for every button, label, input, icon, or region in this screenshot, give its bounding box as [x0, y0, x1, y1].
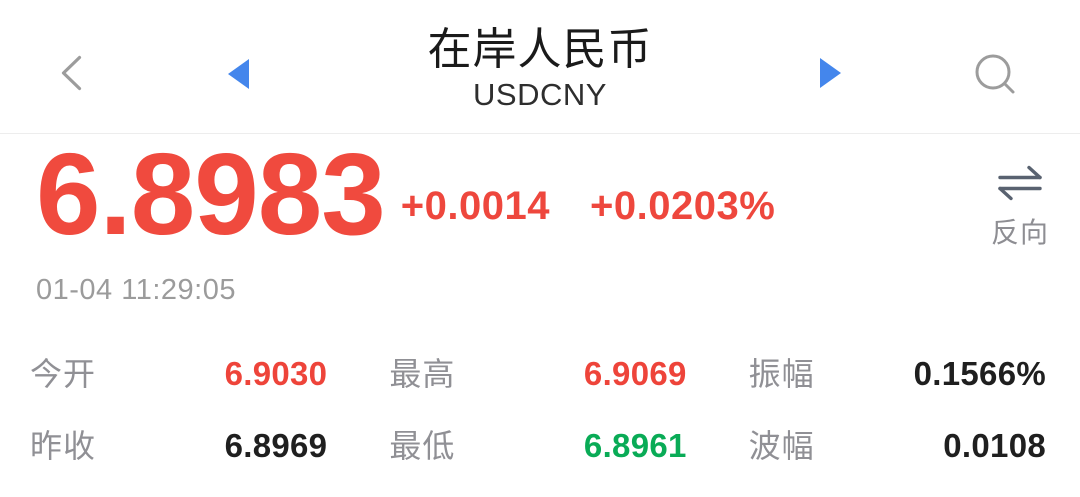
price-change-percent: +0.0203%: [590, 184, 776, 228]
quote-section: 6.8983 +0.0014 +0.0203% 反向 01-04 11:29:0…: [0, 136, 1080, 307]
chevron-left-icon: [58, 54, 84, 92]
stat-label: 最高: [389, 356, 456, 392]
stat-value: 6.8961: [583, 427, 687, 464]
instrument-symbol: USDCNY: [473, 76, 607, 112]
stat-high: 最高 6.9069: [389, 349, 686, 395]
stat-label: 今开: [30, 356, 97, 392]
search-button[interactable]: [972, 51, 1018, 97]
title-block: 在岸人民币 USDCNY: [428, 25, 653, 113]
stat-value: 6.9030: [224, 355, 328, 392]
triangle-right-icon: [820, 58, 841, 88]
quote-header: 在岸人民币 USDCNY: [0, 0, 1080, 134]
stats-grid: 今开 6.9030 最高 6.9069 振幅 0.1566% 昨收 6.8969…: [0, 349, 1080, 467]
quote-timestamp: 01-04 11:29:05: [36, 274, 236, 306]
stat-value: 6.9069: [583, 355, 687, 392]
back-button[interactable]: [58, 54, 84, 92]
stat-value: 0.1566%: [913, 355, 1046, 392]
quote-main-row: 6.8983 +0.0014 +0.0203%: [36, 136, 1044, 252]
stat-label: 昨收: [30, 428, 97, 464]
search-icon: [972, 51, 1018, 97]
reverse-pair-button[interactable]: 反向: [991, 164, 1049, 251]
price-change: +0.0014: [400, 184, 550, 228]
stat-open: 今开 6.9030: [30, 349, 327, 395]
triangle-left-icon: [228, 59, 249, 89]
page-title: 在岸人民币: [427, 25, 653, 74]
stat-label: 波幅: [748, 428, 815, 464]
stat-label: 振幅: [748, 356, 815, 392]
last-price: 6.8983: [36, 129, 386, 259]
swap-arrows-icon: [995, 164, 1045, 202]
stat-value: 0.0108: [943, 427, 1046, 464]
stat-value: 6.8969: [224, 427, 328, 464]
price-changes: +0.0014 +0.0203%: [401, 184, 775, 229]
prev-instrument-button[interactable]: [228, 59, 249, 89]
stat-amplitude: 振幅 0.1566%: [749, 349, 1046, 395]
stat-range: 波幅 0.0108: [749, 421, 1046, 467]
reverse-label: 反向: [990, 217, 1049, 248]
stat-label: 最低: [389, 428, 456, 464]
next-instrument-button[interactable]: [820, 58, 841, 88]
stat-prev-close: 昨收 6.8969: [30, 421, 327, 467]
stat-low: 最低 6.8961: [389, 421, 686, 467]
